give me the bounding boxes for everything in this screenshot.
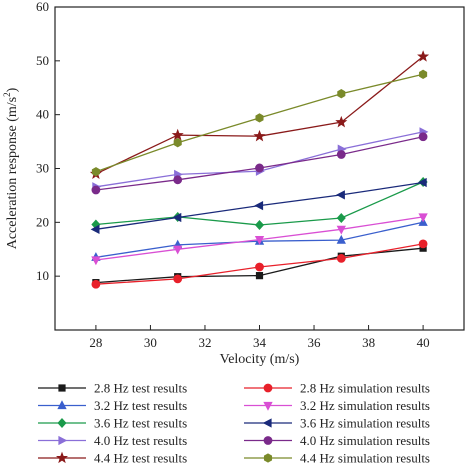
data-point	[255, 272, 264, 280]
data-point	[173, 245, 183, 255]
data-point	[419, 69, 428, 79]
legend-item: 2.8 Hz simulation results	[244, 381, 430, 396]
series-10	[91, 69, 428, 177]
data-point	[254, 220, 265, 231]
legend-marker	[58, 435, 68, 446]
data-point	[336, 213, 346, 224]
y-axis-title-superscript: 2	[2, 92, 12, 97]
legend-item: 3.2 Hz simulation results	[244, 398, 430, 413]
y-tick-label: 40	[36, 107, 49, 122]
data-point	[255, 113, 264, 123]
legend-item: 2.8 Hz test results	[38, 381, 187, 396]
series-layer	[89, 50, 430, 289]
data-point	[254, 200, 264, 211]
legend-label: 4.4 Hz simulation results	[300, 451, 430, 466]
x-tick-label: 40	[417, 335, 430, 350]
y-tick-label: 60	[36, 0, 49, 14]
legend-marker	[58, 384, 66, 392]
series-line	[95, 131, 424, 188]
legend-marker	[57, 400, 67, 410]
axis-ticks: 28 30 32 34 36 38 40 10 20 30 40 50 60	[36, 0, 430, 350]
legend-item: 4.4 Hz test results	[38, 451, 187, 466]
data-point	[418, 239, 428, 249]
data-point	[255, 163, 264, 173]
legend-marker	[55, 451, 69, 464]
legend-label: 4.0 Hz test results	[94, 433, 187, 448]
data-point	[253, 129, 266, 142]
legend-item: 4.0 Hz simulation results	[244, 433, 430, 448]
legend-marker	[263, 436, 273, 445]
x-tick-label: 38	[362, 335, 375, 350]
y-axis-title-main: Acceleration response (m/s	[5, 97, 20, 249]
data-point	[173, 137, 182, 148]
legend-item: 4.0 Hz test results	[38, 433, 187, 448]
series-line	[95, 73, 424, 173]
x-tick-label: 34	[253, 335, 267, 350]
y-tick-label: 30	[36, 161, 49, 176]
y-tick-label: 20	[36, 214, 49, 229]
x-tick-label: 28	[89, 335, 102, 350]
data-point	[91, 279, 101, 289]
data-point	[336, 150, 346, 159]
data-point	[173, 175, 183, 185]
data-point	[172, 212, 182, 223]
data-point	[418, 132, 428, 142]
y-tick-label: 50	[36, 53, 49, 68]
data-point	[173, 274, 183, 284]
data-point	[336, 225, 346, 235]
legend-label: 4.4 Hz test results	[94, 451, 187, 466]
data-point	[336, 254, 346, 263]
series-line	[95, 136, 424, 191]
y-axis-title-end: )	[5, 87, 20, 92]
legend-item: 3.6 Hz simulation results	[244, 416, 430, 431]
legend-marker	[263, 383, 273, 393]
data-point	[336, 234, 346, 244]
series-4	[91, 213, 428, 266]
series-2	[91, 239, 428, 289]
data-point	[171, 128, 184, 141]
legend-label: 3.6 Hz simulation results	[300, 416, 430, 431]
x-tick-label: 32	[198, 335, 211, 350]
legend-item: 3.2 Hz test results	[38, 398, 187, 413]
legend-item: 3.6 Hz test results	[38, 416, 187, 431]
legend-label: 3.2 Hz simulation results	[300, 398, 430, 413]
x-tick-label: 36	[308, 335, 322, 350]
data-point	[417, 177, 427, 188]
legend: 2.8 Hz test results 2.8 Hz simulation res…	[38, 381, 430, 466]
data-point	[90, 224, 100, 234]
y-tick-label: 10	[36, 268, 49, 283]
data-point	[91, 256, 101, 266]
data-point	[418, 213, 428, 223]
data-point	[91, 185, 101, 195]
data-point	[91, 167, 100, 177]
legend-marker	[263, 401, 273, 411]
x-axis-title: Velocity (m/s)	[220, 352, 300, 367]
data-point	[417, 50, 430, 62]
legend-marker	[57, 418, 67, 428]
legend-label: 2.8 Hz simulation results	[300, 381, 430, 396]
data-point	[254, 235, 265, 245]
legend-marker	[262, 418, 272, 428]
series-8	[91, 132, 428, 195]
x-tick-label: 30	[144, 335, 157, 350]
data-point	[255, 262, 264, 272]
data-point	[337, 89, 346, 99]
y-axis-title: Acceleration response (m/s2)	[2, 87, 20, 249]
legend-label: 2.8 Hz test results	[94, 381, 187, 396]
data-point	[335, 115, 348, 128]
legend-item: 4.4 Hz simulation results	[244, 451, 430, 466]
data-point	[336, 190, 345, 200]
series-6	[90, 177, 427, 234]
legend-label: 3.2 Hz test results	[94, 398, 187, 413]
legend-label: 3.6 Hz test results	[94, 416, 187, 431]
legend-marker	[263, 453, 273, 463]
legend-label: 4.0 Hz simulation results	[300, 433, 430, 448]
